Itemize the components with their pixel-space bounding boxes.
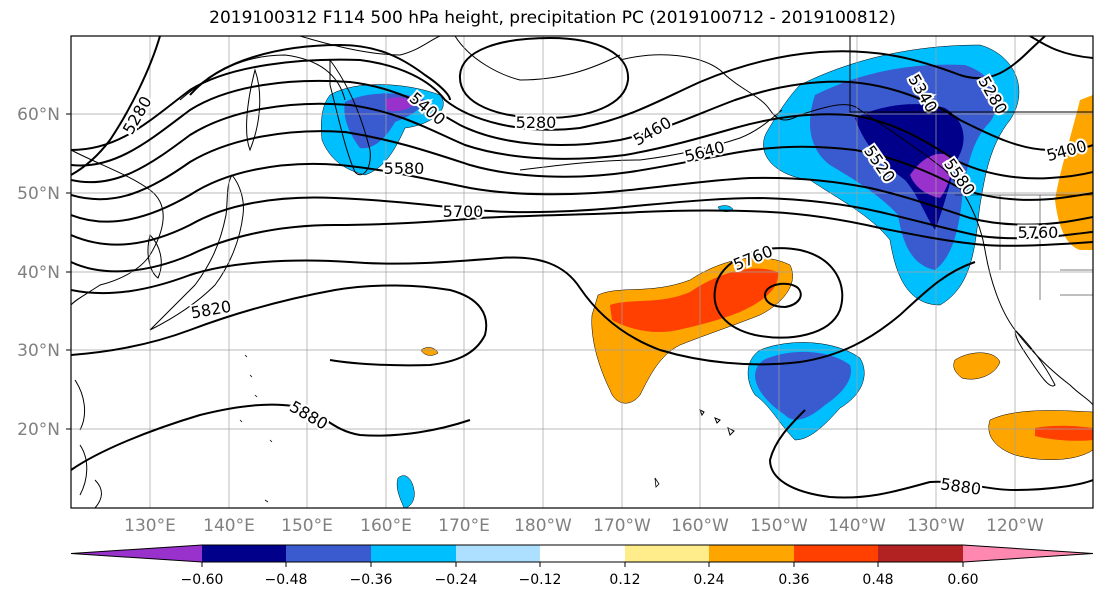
colorbar-cell <box>540 545 625 562</box>
colorbar-cell <box>456 545 540 562</box>
contour-5280-closed-low <box>458 36 630 120</box>
coastline-alaska <box>619 54 861 121</box>
philippines-taiwan <box>74 379 102 508</box>
height-contours <box>71 36 1093 499</box>
colorbar-extend-max <box>963 545 1093 562</box>
lat-label: 50°N <box>17 184 60 204</box>
lon-label: 160°W <box>671 516 729 536</box>
lon-label: 140°W <box>828 516 886 536</box>
precip-negative-na-dark <box>855 104 964 230</box>
lon-label: 150°E <box>281 516 333 536</box>
colorbar-cell <box>371 545 456 562</box>
contour-5880-east <box>768 409 1093 499</box>
colorbar-tick-label: 0.60 <box>947 572 978 588</box>
lon-labels: 130°E 140°E 150°E 160°E 170°E 180°W 170°… <box>124 516 1044 536</box>
contour-label-5700: 5700 <box>443 202 484 221</box>
colorbar-tick-labels: −0.60 −0.48 −0.36 −0.24 −0.12 0.12 0.24 … <box>181 572 979 588</box>
colorbar-tick-label: 0.36 <box>778 572 809 588</box>
colorbar-tick-label: 0.24 <box>693 572 724 588</box>
coastline-korea <box>147 234 162 279</box>
lon-label: 130°E <box>124 516 176 536</box>
coastline-aleutians <box>519 109 783 171</box>
border-us-states <box>999 195 1093 300</box>
contour-5400 <box>71 79 1093 167</box>
coastline-na-west <box>859 109 1093 406</box>
colorbar-cell <box>202 545 286 562</box>
coastline-sakhalin <box>246 68 261 152</box>
colorbar-tick-label: 0.12 <box>609 572 640 588</box>
contour-east-edge <box>1029 36 1093 59</box>
contour-5340 <box>71 36 1046 151</box>
coastline-east-asia <box>71 149 164 306</box>
precip-positive-baja <box>953 352 1001 380</box>
contour-5640 <box>71 196 1093 246</box>
colorbar-extend-min <box>71 545 202 562</box>
contour-5700 <box>71 209 1093 273</box>
coastline-chukotka <box>454 36 621 81</box>
colorbar-tick-label: −0.12 <box>519 572 562 588</box>
colorbar-cell <box>878 545 963 562</box>
contour-5760-long <box>71 256 976 366</box>
lat-label: 30°N <box>17 341 60 361</box>
lon-label: 150°W <box>750 516 808 536</box>
lon-label: 170°E <box>438 516 490 536</box>
colorbar-cell <box>286 545 371 562</box>
contour-5820-inner <box>763 282 802 309</box>
lon-label: 140°E <box>203 516 255 536</box>
precip-positive-east-edge <box>1055 95 1093 250</box>
colorbar-tick-label: −0.24 <box>435 572 478 588</box>
contour-label-5280-center: 5280 <box>516 113 557 132</box>
hawaii-islands <box>699 408 735 436</box>
colorbar-tick-label: −0.60 <box>181 572 224 588</box>
lon-label: 170°W <box>593 516 651 536</box>
colorbar: −0.60 −0.48 −0.36 −0.24 −0.12 0.12 0.24 … <box>70 544 1094 588</box>
colorbar-ticks <box>201 562 964 567</box>
lon-label: 130°W <box>907 516 965 536</box>
contour-5880-west <box>71 403 471 471</box>
colorbar-cells <box>70 544 1094 563</box>
lon-label: 180°W <box>514 516 572 536</box>
contour-5280-west <box>71 36 161 176</box>
lon-label: 160°E <box>360 516 412 536</box>
inset-box <box>849 36 1093 113</box>
lat-ticks <box>66 113 71 430</box>
pacific-islands-micronesia <box>239 354 660 503</box>
contour-5460 <box>71 102 1093 184</box>
map-title: 2019100312 F114 500 hPa height, precipit… <box>209 8 896 28</box>
lat-label: 60°N <box>17 105 60 125</box>
contour-5580 <box>71 162 1093 226</box>
contour-label-5760-east: 5760 <box>1018 223 1059 242</box>
contour-label-5580: 5580 <box>384 159 425 178</box>
coastline-siberia-north <box>299 36 441 56</box>
precip-positive-pacific-core <box>610 268 779 332</box>
precip-negative-japan-core <box>385 97 415 112</box>
contour-5820 <box>71 284 488 367</box>
colorbar-cell <box>709 545 794 562</box>
coastline-baja <box>1014 328 1056 387</box>
coastline-kamchatka <box>329 58 371 176</box>
contour-5280-arctic <box>189 43 451 101</box>
precip-negative-na-core <box>910 153 952 198</box>
lat-labels: 60°N 50°N 40°N 30°N 20°N <box>17 105 60 440</box>
contour-5760-closed <box>713 247 844 339</box>
colorbar-cell <box>625 545 709 562</box>
contour-5520 <box>71 130 1093 201</box>
colorbar-tick-label: 0.48 <box>862 572 893 588</box>
coastlines <box>71 36 1093 508</box>
lat-label: 40°N <box>17 263 60 283</box>
precip-small-blue-1 <box>396 475 415 508</box>
precip-positive-mexico-core <box>1035 425 1093 441</box>
colorbar-tick-label: −0.36 <box>350 572 393 588</box>
lat-label: 20°N <box>17 420 60 440</box>
colorbar-cell <box>794 545 878 562</box>
colorbar-tick-label: −0.48 <box>265 572 308 588</box>
lon-label: 120°W <box>986 516 1044 536</box>
precip-small-orange-1 <box>420 347 439 356</box>
